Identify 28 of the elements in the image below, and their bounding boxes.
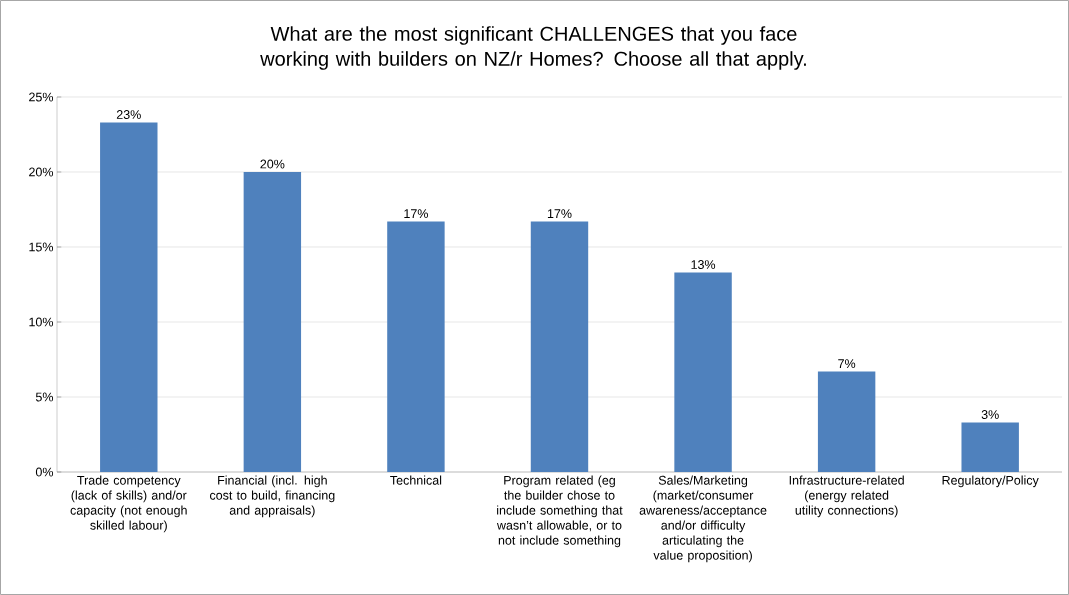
y-tick-label: 5% bbox=[35, 392, 54, 402]
bar bbox=[100, 122, 158, 472]
bar bbox=[961, 422, 1019, 472]
bar bbox=[243, 172, 302, 472]
y-tick-label: 15% bbox=[29, 242, 54, 252]
data-label: 3% bbox=[981, 410, 999, 419]
data-label: 13% bbox=[691, 260, 716, 269]
y-tick-label: 0% bbox=[35, 467, 54, 477]
x-tick-label: Regulatory/Policy bbox=[942, 475, 1039, 488]
y-tick-label: 10% bbox=[29, 317, 54, 327]
x-tick-label: Program related (eg the builder chose to include something that wasn’t allowable, or to not include something bbox=[496, 475, 623, 548]
data-label: 20% bbox=[260, 159, 285, 169]
data-label: 7% bbox=[838, 359, 856, 368]
x-tick-label: Financial (incl. high cost to build, financing and appraisals) bbox=[210, 475, 335, 518]
data-label: 17% bbox=[547, 209, 572, 218]
x-tick-label: Technical bbox=[390, 475, 442, 485]
bar bbox=[530, 221, 589, 472]
y-tick-label: 20% bbox=[29, 167, 54, 177]
x-tick-label: Trade competency (lack of skills) and/or capacity (not enough skilled labour) bbox=[70, 475, 187, 533]
chart-title: What are the most significant CHALLENGES that you face working with builders on NZ/r Homes? Choose all that apply. bbox=[260, 26, 806, 70]
data-label: 17% bbox=[404, 209, 428, 218]
x-tick-label: Sales/Marketing (market/consumer awareness/acceptance and/or difficulty articulating the value proposition) bbox=[639, 475, 767, 563]
y-tick-label: 25% bbox=[29, 92, 54, 102]
bar bbox=[817, 371, 876, 472]
data-label: 23% bbox=[116, 110, 141, 119]
bar bbox=[387, 221, 445, 472]
bar bbox=[674, 272, 732, 472]
x-tick-label: Infrastructure-related (energy related utility connections) bbox=[789, 475, 904, 518]
